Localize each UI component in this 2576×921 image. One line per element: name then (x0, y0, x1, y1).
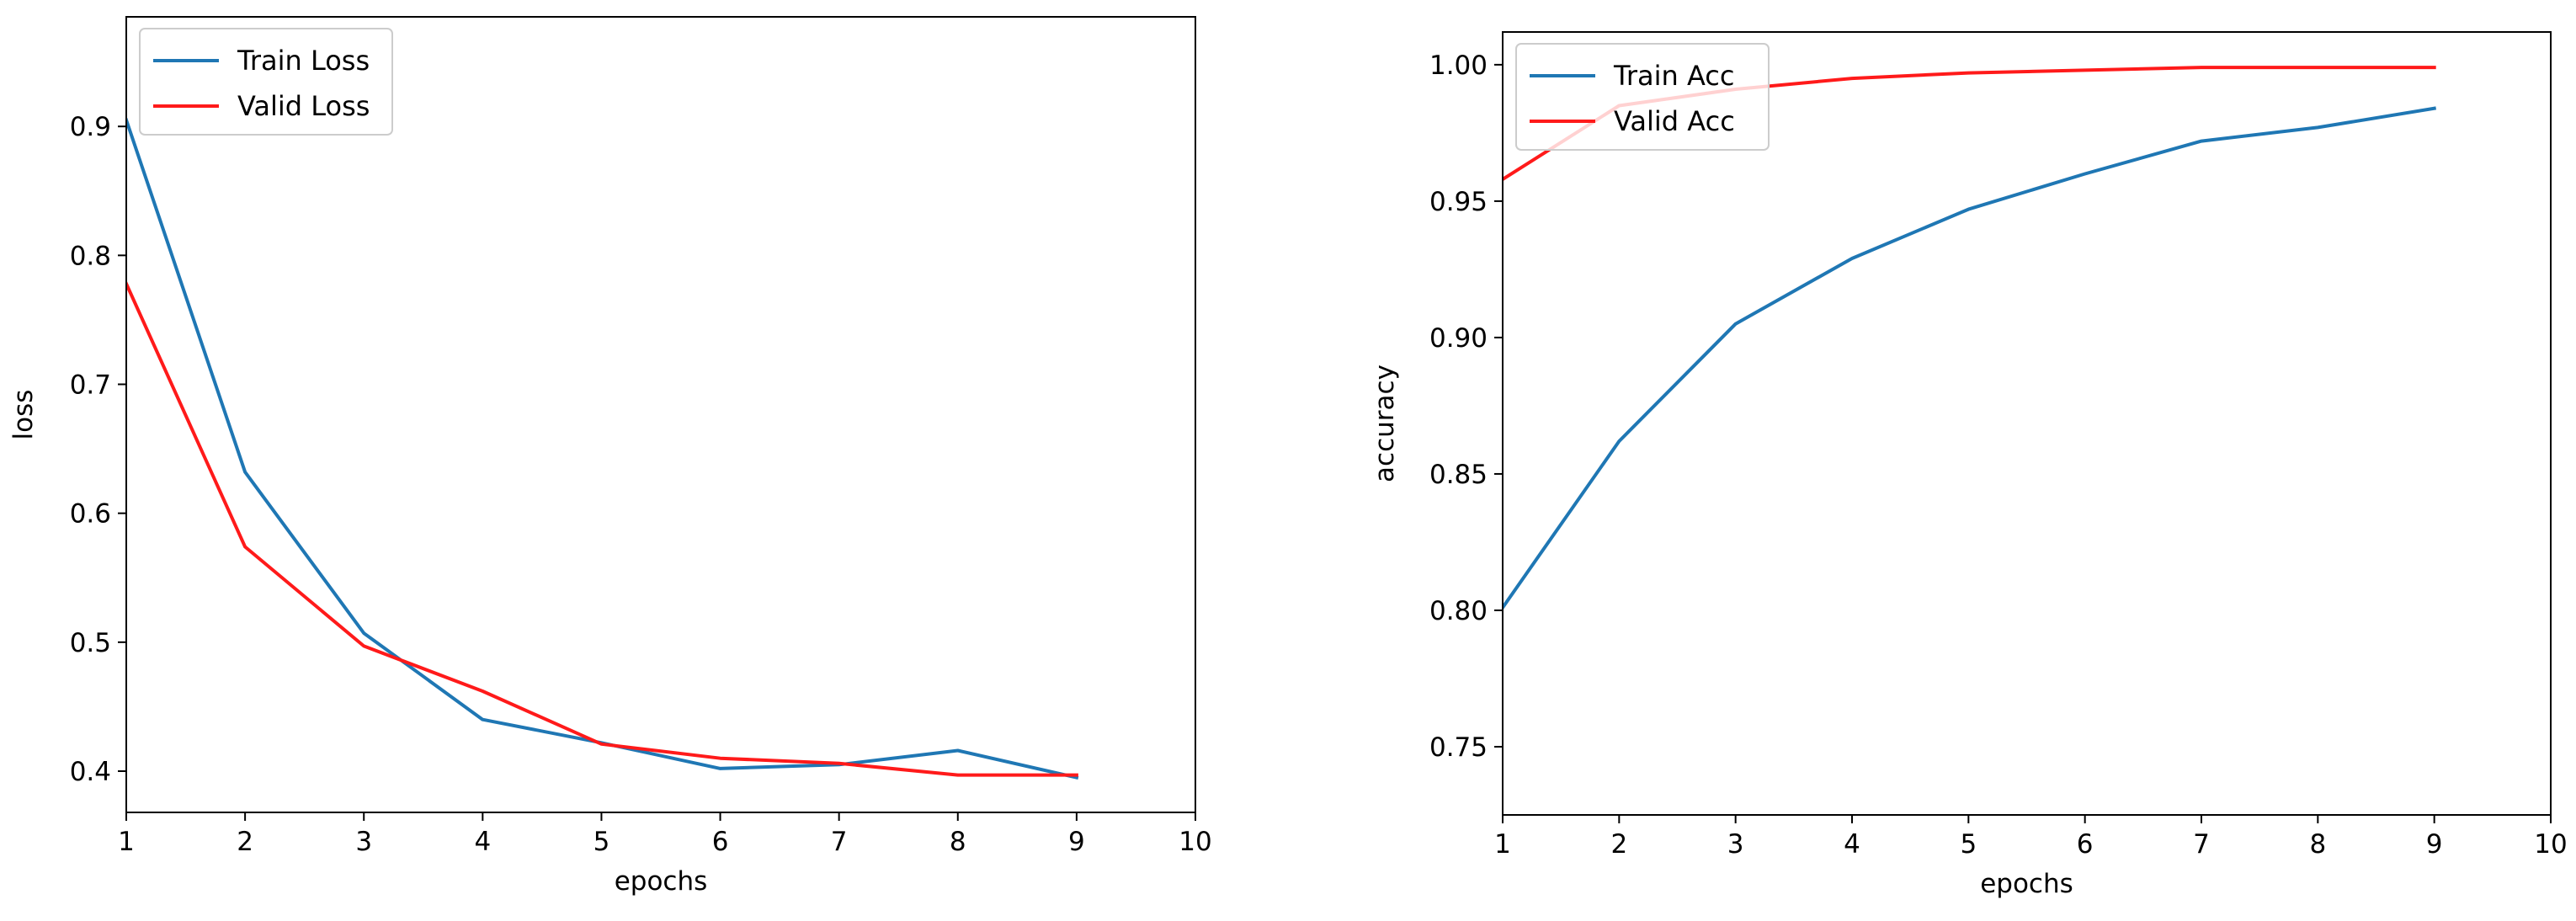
loss-legend-label-train: Train Loss (237, 45, 370, 77)
accuracy-x-tick-label: 1 (1494, 829, 1511, 860)
accuracy-x-tick-label: 9 (2426, 829, 2443, 860)
loss-x-tick-label: 4 (474, 827, 491, 857)
loss-x-tick-label: 9 (1068, 827, 1085, 857)
accuracy-x-axis-title: epochs (1980, 869, 2073, 899)
accuracy-plot-frame (1502, 31, 2552, 816)
accuracy-x-tick-label: 7 (2193, 829, 2210, 860)
loss-y-axis-title: loss (8, 390, 39, 440)
loss-legend-label-valid: Valid Loss (237, 90, 370, 122)
accuracy-y-tick-label: 0.90 (1429, 323, 1488, 354)
accuracy-y-ticks: 0.75 0.80 0.85 0.90 0.95 1.00 (1429, 51, 1503, 763)
loss-y-tick-label: 0.7 (70, 370, 111, 401)
loss-x-axis-title: epochs (615, 866, 708, 897)
accuracy-series-line-train (1503, 106, 2436, 610)
accuracy-legend-box (1515, 43, 1770, 151)
loss-chart: 1 2 3 4 5 6 7 8 9 10 0.4 0.5 0.6 0.7 0.8 0.9 epochs lo… (8, 16, 1212, 897)
accuracy-legend-label-train: Train Acc (1613, 60, 1734, 92)
loss-y-tick-label: 0.9 (70, 112, 111, 142)
loss-legend: Train Loss Valid Loss (139, 28, 393, 136)
loss-x-tick-label: 8 (950, 827, 966, 857)
loss-x-tick-label: 3 (355, 827, 372, 857)
loss-x-tick-label: 1 (118, 827, 135, 857)
loss-x-tick-label: 2 (237, 827, 253, 857)
accuracy-x-tick-label: 2 (1610, 829, 1627, 860)
accuracy-legend: Train Acc Valid Acc (1515, 43, 1770, 151)
accuracy-y-tick-label: 0.95 (1429, 187, 1488, 217)
loss-legend-box (139, 28, 393, 136)
accuracy-x-tick-label: 4 (1844, 829, 1860, 860)
loss-y-ticks: 0.4 0.5 0.6 0.7 0.8 0.9 (70, 112, 126, 787)
accuracy-x-tick-label: 6 (2077, 829, 2094, 860)
accuracy-y-tick-label: 0.75 (1429, 732, 1488, 763)
accuracy-x-tick-label: 5 (1960, 829, 1977, 860)
accuracy-y-tick-label: 0.85 (1429, 460, 1488, 490)
loss-y-tick-label: 0.8 (70, 241, 111, 271)
loss-x-tick-label: 7 (831, 827, 848, 857)
accuracy-legend-label-valid: Valid Acc (1614, 105, 1735, 137)
accuracy-chart: 1 2 3 4 5 6 7 8 9 10 0.75 0.80 0.85 0.90 0.95 1.00 epo… (1370, 31, 2568, 899)
accuracy-y-axis-title: accuracy (1370, 365, 1400, 482)
accuracy-x-tick-label: 3 (1727, 829, 1744, 860)
accuracy-y-tick-label: 1.00 (1429, 51, 1488, 81)
accuracy-x-ticks: 1 2 3 4 5 6 7 8 9 10 (1494, 815, 2568, 860)
loss-y-tick-label: 0.6 (70, 499, 111, 530)
loss-y-tick-label: 0.4 (70, 757, 111, 787)
loss-plot-lines (126, 117, 1079, 780)
loss-plot-frame (125, 16, 1196, 813)
loss-x-ticks: 1 2 3 4 5 6 7 8 9 10 (118, 812, 1212, 857)
loss-series-line-valid (126, 281, 1078, 777)
loss-y-tick-label: 0.5 (70, 628, 111, 658)
loss-x-tick-label: 10 (1179, 827, 1211, 857)
loss-x-tick-label: 6 (712, 827, 729, 857)
loss-x-tick-label: 5 (593, 827, 610, 857)
accuracy-y-tick-label: 0.80 (1429, 596, 1488, 626)
accuracy-x-tick-label: 8 (2309, 829, 2326, 860)
accuracy-x-tick-label: 10 (2534, 829, 2567, 860)
